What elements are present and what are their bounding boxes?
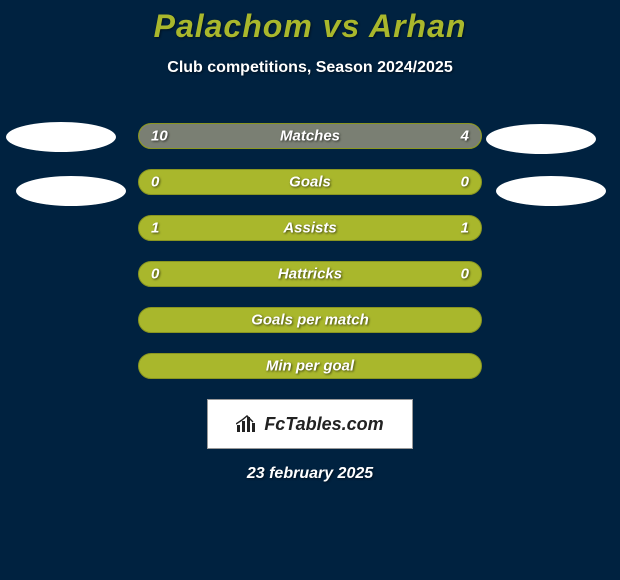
stat-bar: 10 Matches 4 <box>138 123 482 149</box>
stat-bar: Min per goal <box>138 353 482 379</box>
bar-value-right: 4 <box>461 128 469 145</box>
page-title: Palachom vs Arhan <box>0 8 620 45</box>
bar-value-right: 0 <box>461 174 469 191</box>
stat-bar: Goals per match <box>138 307 482 333</box>
avatar-placeholder <box>496 176 606 206</box>
bar-value-left: 10 <box>151 128 168 145</box>
logo-text: FcTables.com <box>264 414 383 435</box>
bar-value-left: 0 <box>151 174 159 191</box>
stat-bar: 0 Hattricks 0 <box>138 261 482 287</box>
bar-value-right: 1 <box>461 220 469 237</box>
bar-label: Hattricks <box>278 266 342 283</box>
avatar-placeholder <box>16 176 126 206</box>
source-logo: FcTables.com <box>207 399 413 449</box>
chart-bars-icon <box>236 415 258 433</box>
subtitle: Club competitions, Season 2024/2025 <box>0 59 620 77</box>
stat-bar: 0 Goals 0 <box>138 169 482 195</box>
bar-label: Goals per match <box>251 312 369 329</box>
stats-bars: 10Matches40Goals01Assists10Hattricks0Goa… <box>0 123 620 379</box>
bar-label: Matches <box>280 128 340 145</box>
avatar-placeholder <box>6 122 116 152</box>
bar-value-left: 0 <box>151 266 159 283</box>
stat-bar: 1 Assists 1 <box>138 215 482 241</box>
date-label: 23 february 2025 <box>0 465 620 483</box>
bar-label: Goals <box>289 174 331 191</box>
title-player1: Palachom <box>154 8 313 44</box>
bar-label: Assists <box>283 220 336 237</box>
bar-value-left: 1 <box>151 220 159 237</box>
avatar-placeholder <box>486 124 596 154</box>
title-vs: vs <box>323 8 361 44</box>
bar-value-right: 0 <box>461 266 469 283</box>
bar-label: Min per goal <box>266 358 354 375</box>
title-player2: Arhan <box>369 8 466 44</box>
comparison-card: Palachom vs Arhan Club competitions, Sea… <box>0 0 620 580</box>
